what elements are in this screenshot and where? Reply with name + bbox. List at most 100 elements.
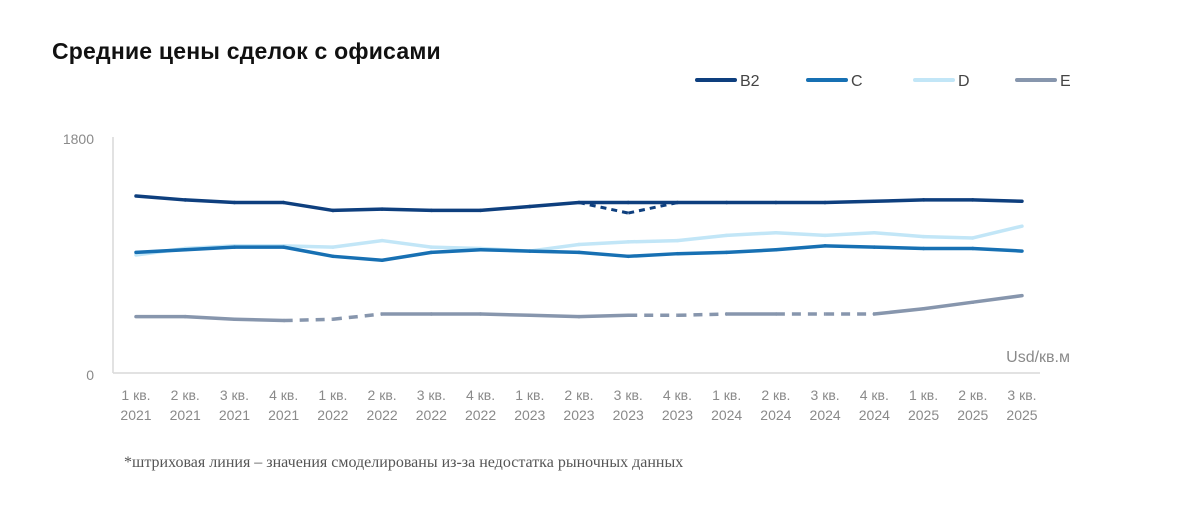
x-tick-year: 2021	[268, 407, 299, 423]
series-c-segment	[281, 245, 335, 259]
series-d-segment	[921, 234, 975, 240]
series-d-segment	[971, 224, 1024, 240]
x-tick-year: 2021	[219, 407, 250, 423]
series-e-segment	[921, 300, 975, 311]
x-tick-year: 2024	[810, 407, 841, 423]
series-c-segment	[971, 246, 1024, 253]
x-tick-quarter: 1 кв.	[515, 387, 544, 403]
series-c-segment	[478, 248, 532, 253]
series-e-segment	[872, 307, 926, 316]
series-c-segment	[724, 248, 778, 255]
x-tick-quarter: 2 кв.	[171, 387, 200, 403]
series-c-segment	[626, 251, 680, 259]
series-b2-segment	[528, 200, 581, 209]
series-e-segment	[528, 313, 581, 319]
series-e-segment	[577, 313, 630, 319]
x-tick-quarter: 3 кв.	[811, 387, 840, 403]
series-d-segment	[872, 230, 926, 239]
series-b2-segment	[478, 204, 532, 213]
y-tick-min: 0	[86, 367, 94, 383]
series-d-segment	[823, 230, 877, 238]
x-tick-year: 2021	[120, 407, 151, 423]
x-tick-year: 2025	[908, 407, 939, 423]
series-e-segment	[971, 293, 1024, 304]
unit-label: Usd/кв.м	[1006, 349, 1070, 366]
x-tick-year: 2023	[662, 407, 693, 423]
x-tick-year: 2022	[416, 407, 447, 423]
x-tick-year: 2022	[367, 407, 398, 423]
x-tick-quarter: 4 кв.	[860, 387, 889, 403]
series-b2-segment	[872, 198, 926, 203]
series-lines	[134, 194, 1024, 323]
y-tick-max: 1800	[63, 131, 94, 147]
series-e-segment	[677, 312, 727, 318]
series-e	[134, 293, 1024, 323]
x-tick-quarter: 3 кв.	[1007, 387, 1036, 403]
series-b2-segment	[134, 194, 187, 202]
series-e-segment	[232, 317, 286, 323]
x-tick-quarter: 4 кв.	[269, 387, 298, 403]
x-tick-quarter: 2 кв.	[564, 387, 593, 403]
series-c-segment	[331, 254, 384, 262]
x-tick-year: 2025	[1006, 407, 1037, 423]
series-c-segment	[577, 250, 630, 259]
series-d-segment	[774, 230, 827, 238]
x-tick-year: 2023	[613, 407, 644, 423]
legend-label-b2: B2	[740, 73, 760, 90]
x-tick-quarter: 1 кв.	[121, 387, 150, 403]
x-tick-year: 2023	[563, 407, 594, 423]
legend-label-c: C	[851, 73, 863, 90]
x-tick-quarter: 2 кв.	[761, 387, 790, 403]
x-tick-quarter: 2 кв.	[368, 387, 397, 403]
x-tick-quarter: 1 кв.	[318, 387, 347, 403]
x-tick-quarter: 4 кв.	[663, 387, 692, 403]
series-c-segment	[429, 248, 483, 255]
series-d-segment	[724, 230, 778, 238]
x-tick-year: 2023	[514, 407, 545, 423]
series-b2-segment	[971, 198, 1024, 203]
series-b2-segment	[380, 207, 434, 213]
series-e-segment	[478, 312, 532, 318]
legend-label-d: D	[958, 73, 970, 90]
series-e-segment	[283, 317, 333, 323]
series-d-segment	[577, 240, 630, 247]
series-c-segment	[134, 248, 187, 255]
legend: B2 C D E	[695, 73, 1071, 90]
x-tick-quarter: 2 кв.	[958, 387, 987, 403]
x-tick-quarter: 1 кв.	[909, 387, 938, 403]
x-tick-year: 2022	[317, 407, 348, 423]
x-axis-labels: 1 кв. 2021 2 кв. 2021 3 кв. 2021 4 кв. 2021 1 кв…	[120, 387, 1037, 423]
footnote: *штриховая линия – значения смоделирован…	[124, 454, 684, 471]
series-b2-segment	[183, 198, 237, 205]
legend-label-e: E	[1060, 73, 1071, 90]
x-tick-year: 2024	[859, 407, 890, 423]
x-tick-year: 2024	[711, 407, 742, 423]
series-d-segment	[626, 238, 680, 244]
series-c-segment	[380, 250, 434, 262]
series-c	[134, 244, 1024, 262]
series-b2-modeled-segment	[627, 201, 678, 215]
x-tick-quarter: 3 кв.	[614, 387, 643, 403]
series-c-segment	[183, 245, 237, 252]
x-tick-quarter: 3 кв.	[417, 387, 446, 403]
series-d-segment	[331, 238, 384, 249]
axes	[112, 137, 1040, 374]
x-tick-year: 2025	[957, 407, 988, 423]
x-tick-quarter: 4 кв.	[466, 387, 495, 403]
series-b2-segment	[331, 207, 384, 213]
series-b2-modeled-segment	[578, 201, 629, 215]
x-tick-quarter: 3 кв.	[220, 387, 249, 403]
chart-title: Средние цены сделок с офисами	[52, 38, 441, 64]
series-e-segment	[332, 312, 383, 321]
x-tick-year: 2021	[170, 407, 201, 423]
series-c-segment	[872, 245, 926, 251]
x-tick-year: 2024	[760, 407, 791, 423]
series-e-segment	[183, 314, 237, 321]
x-tick-year: 2022	[465, 407, 496, 423]
series-c-segment	[528, 249, 581, 255]
x-tick-quarter: 1 кв.	[712, 387, 741, 403]
series-c-segment	[823, 244, 877, 249]
series-b2-segment	[823, 199, 877, 205]
series-d-segment	[675, 233, 729, 243]
